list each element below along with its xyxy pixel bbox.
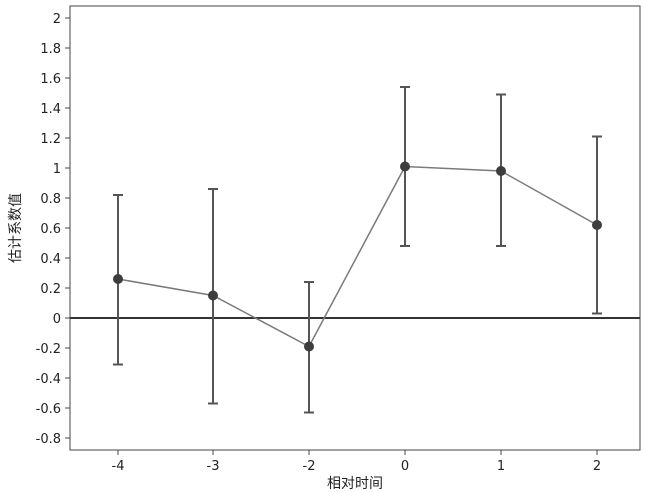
y-tick-label: 0.2 xyxy=(40,282,61,297)
y-tick-label: -0.2 xyxy=(36,342,61,357)
data-point xyxy=(208,290,218,301)
x-tick-label: -3 xyxy=(207,459,220,474)
y-axis: 2 1.8 1.6 1.4 1.2 1 0.8 0.6 0.4 0.2 0 -0.2 -0.4 -0.6 -… xyxy=(36,12,70,447)
y-tick-label: 2 xyxy=(53,12,61,27)
x-tick-label: 2 xyxy=(593,459,601,474)
x-tick-label: -2 xyxy=(303,459,316,474)
y-tick-label: 1 xyxy=(53,162,61,177)
error-bars xyxy=(113,86,602,414)
plot-frame xyxy=(69,5,641,451)
data-point xyxy=(592,220,602,230)
y-tick-label: -0.8 xyxy=(36,432,61,447)
y-tick-label: -0.6 xyxy=(36,402,61,417)
x-tick-label: 1 xyxy=(497,459,505,474)
x-tick-label: -4 xyxy=(112,459,125,474)
y-tick-label: 1.2 xyxy=(40,132,61,147)
y-tick-label: 0.8 xyxy=(40,192,61,207)
x-tick-label: 0 xyxy=(401,459,409,474)
x-axis-title: 相对时间 xyxy=(327,476,383,492)
y-tick-label: -0.4 xyxy=(36,372,61,387)
series-line xyxy=(117,165,598,348)
data-points xyxy=(113,161,602,352)
y-tick-label: 0 xyxy=(53,312,61,327)
data-point xyxy=(496,166,506,176)
data-point xyxy=(304,341,314,352)
y-tick-label: 1.8 xyxy=(40,42,61,57)
y-tick-label: 1.6 xyxy=(40,72,61,87)
data-point xyxy=(400,161,410,172)
y-tick-label: 1.4 xyxy=(40,102,61,117)
y-tick-label: 0.4 xyxy=(40,252,61,267)
x-axis: -4 -3 -2 0 1 2 xyxy=(112,450,601,474)
y-axis-title: 估计系数值 xyxy=(8,193,24,263)
data-point xyxy=(113,274,123,284)
y-tick-label: 0.6 xyxy=(40,222,61,237)
